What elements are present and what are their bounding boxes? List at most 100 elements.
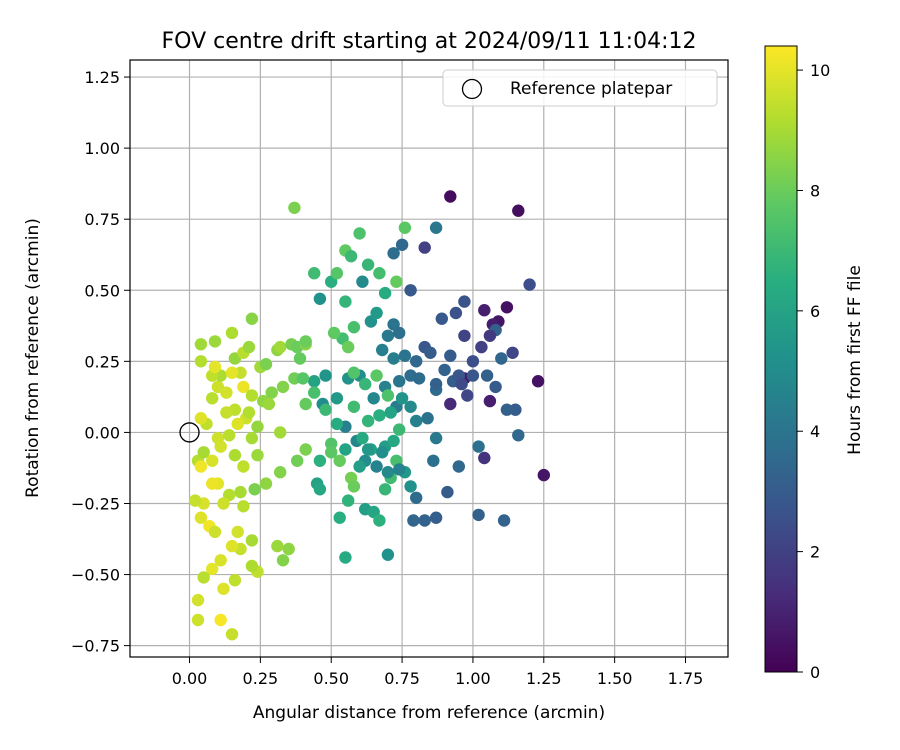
- y-tick-label: 1.25: [84, 68, 120, 87]
- x-tick-label: 1.50: [597, 669, 633, 688]
- data-point: [378, 483, 392, 496]
- data-point: [393, 326, 406, 340]
- data-point: [248, 483, 261, 496]
- data-point: [308, 386, 321, 399]
- data-point: [367, 392, 380, 405]
- data-point: [509, 403, 522, 416]
- data-point: [461, 389, 474, 402]
- data-point: [441, 485, 454, 499]
- data-point: [251, 449, 264, 462]
- data-point: [333, 454, 346, 467]
- data-point: [500, 403, 514, 416]
- data-point: [381, 389, 395, 402]
- data-point: [214, 440, 227, 453]
- data-point: [274, 340, 287, 354]
- data-point: [245, 431, 259, 445]
- data-point: [245, 312, 259, 325]
- data-point: [404, 400, 417, 413]
- data-point: [225, 366, 239, 379]
- data-point: [259, 358, 273, 371]
- data-point: [381, 466, 395, 479]
- y-tick-label: 0.25: [84, 352, 120, 371]
- data-point: [387, 352, 400, 365]
- data-point: [197, 446, 210, 459]
- data-point: [512, 429, 525, 442]
- data-point: [475, 340, 488, 354]
- data-point: [339, 295, 352, 308]
- data-point: [237, 500, 250, 513]
- data-point: [421, 412, 434, 425]
- data-point: [435, 312, 448, 325]
- data-point: [429, 431, 443, 445]
- data-point: [398, 221, 412, 234]
- data-point: [327, 326, 341, 340]
- x-axis-label: Angular distance from reference (arcmin): [253, 703, 605, 723]
- data-point: [410, 414, 423, 428]
- data-point: [274, 426, 287, 439]
- x-tick-label: 1.75: [668, 669, 704, 688]
- data-point: [276, 554, 290, 567]
- data-point: [466, 355, 480, 368]
- data-point: [197, 571, 210, 584]
- data-point: [206, 562, 219, 576]
- data-point: [271, 539, 284, 553]
- data-point: [206, 454, 219, 467]
- data-point: [393, 375, 406, 388]
- data-point: [404, 480, 417, 493]
- data-point: [418, 241, 431, 254]
- x-tick-label: 0.00: [172, 669, 208, 688]
- data-point: [458, 329, 471, 342]
- data-point: [342, 340, 355, 354]
- data-point: [347, 321, 361, 334]
- data-point: [330, 417, 344, 431]
- data-point: [537, 468, 550, 482]
- data-point: [313, 454, 327, 467]
- data-point: [223, 429, 236, 442]
- data-point: [299, 397, 312, 411]
- data-point: [344, 250, 358, 263]
- data-point: [342, 494, 355, 507]
- data-point: [506, 346, 519, 359]
- y-tick-label: −0.25: [71, 494, 120, 513]
- y-tick-label: −0.50: [71, 566, 120, 585]
- data-point: [429, 377, 443, 391]
- data-point: [444, 397, 457, 411]
- data-point: [438, 363, 451, 377]
- data-point: [206, 477, 219, 490]
- data-point: [245, 534, 259, 547]
- data-point: [444, 349, 457, 362]
- data-point: [523, 278, 536, 291]
- data-point: [296, 372, 310, 385]
- data-point: [444, 190, 457, 203]
- data-point: [225, 326, 239, 340]
- data-point: [361, 258, 375, 271]
- data-point: [313, 483, 327, 496]
- data-point: [228, 574, 242, 587]
- data-point: [299, 335, 312, 348]
- data-point: [214, 613, 227, 627]
- legend: Reference platepar: [442, 69, 718, 107]
- data-point: [478, 451, 491, 465]
- y-tick-label: 0.50: [84, 281, 120, 300]
- data-point: [429, 221, 443, 234]
- data-point: [228, 449, 242, 462]
- data-point: [407, 514, 420, 527]
- data-point: [384, 406, 397, 419]
- y-tick-label: −0.75: [71, 637, 120, 656]
- data-point: [410, 355, 423, 368]
- data-point: [395, 238, 409, 251]
- data-point: [234, 366, 247, 379]
- data-point: [225, 628, 239, 641]
- y-tick-label: 1.00: [84, 139, 120, 158]
- data-point: [356, 275, 369, 288]
- data-point: [483, 329, 497, 342]
- data-point: [489, 380, 502, 394]
- data-point: [319, 403, 332, 416]
- data-point: [208, 360, 222, 374]
- legend-label: Reference platepar: [510, 79, 672, 99]
- data-point: [500, 301, 514, 314]
- data-points: [189, 190, 550, 641]
- data-point: [191, 593, 205, 607]
- y-tick-label: 0.00: [84, 423, 120, 442]
- data-point: [353, 460, 366, 473]
